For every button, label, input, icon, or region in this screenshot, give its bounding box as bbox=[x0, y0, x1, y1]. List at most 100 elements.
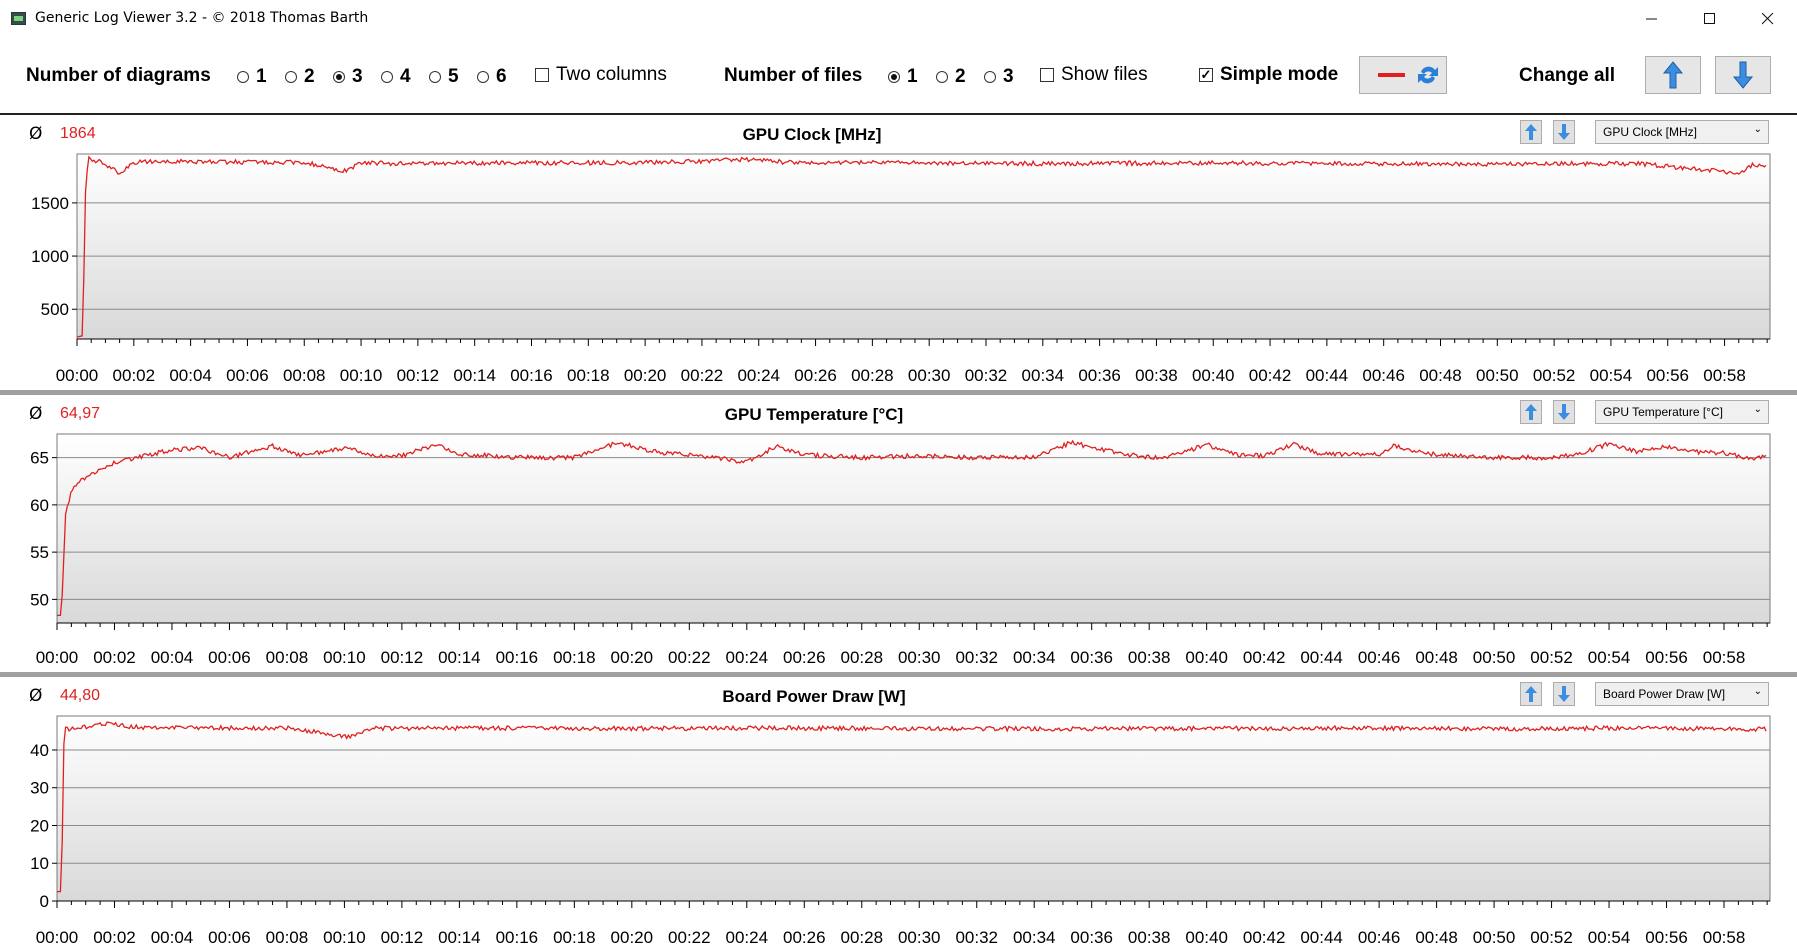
files-radio-1[interactable]: 1 bbox=[888, 66, 918, 88]
x-tick-label: 00:50 bbox=[1473, 648, 1516, 667]
x-tick-label: 00:52 bbox=[1530, 648, 1573, 667]
x-tick-label: 00:34 bbox=[1013, 648, 1056, 667]
number-of-files-label: Number of files bbox=[724, 65, 863, 86]
x-tick-label: 00:54 bbox=[1590, 366, 1633, 385]
series-selector[interactable]: GPU Clock [MHz] ⌄ bbox=[1595, 120, 1769, 144]
x-tick-label: 00:58 bbox=[1703, 928, 1746, 947]
x-tick-label: 00:18 bbox=[567, 366, 610, 385]
panel-up-button[interactable] bbox=[1520, 682, 1542, 706]
series-selector[interactable]: GPU Temperature [°C] ⌄ bbox=[1595, 400, 1769, 424]
minimize-icon bbox=[1646, 18, 1657, 20]
x-tick-label: 00:08 bbox=[283, 366, 326, 385]
y-tick-label: 10 bbox=[30, 854, 49, 873]
chart-gpu-clock: 500 1000 1500 00:00 00:02 00:04 00:06 00:08 00:1… bbox=[31, 153, 1771, 385]
panel-divider[interactable] bbox=[0, 390, 1797, 395]
diagrams-radio-5[interactable]: 5 bbox=[429, 66, 459, 88]
x-tick-label: 00:58 bbox=[1703, 648, 1746, 667]
x-tick-label: 00:00 bbox=[36, 928, 79, 947]
x-tick-label: 00:58 bbox=[1703, 366, 1746, 385]
x-tick-label: 00:24 bbox=[726, 648, 769, 667]
panel-down-button[interactable] bbox=[1553, 400, 1575, 424]
x-tick-label: 00:32 bbox=[955, 928, 998, 947]
arrow-down-icon bbox=[1558, 686, 1570, 702]
x-tick-label: 00:08 bbox=[266, 928, 309, 947]
chart-board-power: 0 10 20 30 40 00:00 00:02 00:04 00:06 00:08 00:10 0… bbox=[30, 715, 1771, 947]
change-all-label: Change all bbox=[1519, 65, 1616, 86]
x-tick-label: 00:24 bbox=[726, 928, 769, 947]
x-tick-label: 00:34 bbox=[1013, 928, 1056, 947]
diagrams-radio-6[interactable]: 6 bbox=[477, 66, 507, 88]
plot-area bbox=[56, 433, 1771, 624]
x-tick-label: 00:06 bbox=[208, 648, 251, 667]
series-line bbox=[57, 721, 1767, 893]
close-button[interactable] bbox=[1739, 0, 1797, 38]
x-tick-label: 00:14 bbox=[438, 648, 481, 667]
close-icon bbox=[1762, 13, 1774, 25]
panel-divider[interactable] bbox=[0, 672, 1797, 677]
panel-title: GPU Clock [MHz] bbox=[742, 125, 882, 144]
refresh-icon bbox=[1378, 66, 1438, 84]
diagrams-radio-4[interactable]: 4 bbox=[381, 66, 411, 88]
x-tick-label: 00:26 bbox=[794, 366, 837, 385]
x-tick-label: 00:04 bbox=[151, 648, 194, 667]
x-tick-label: 00:42 bbox=[1249, 366, 1292, 385]
maximize-button[interactable] bbox=[1681, 0, 1739, 38]
x-tick-label: 00:54 bbox=[1588, 928, 1631, 947]
x-tick-label: 00:50 bbox=[1473, 928, 1516, 947]
x-tick-label: 00:56 bbox=[1646, 366, 1689, 385]
number-of-diagrams-label: Number of diagrams bbox=[26, 65, 211, 86]
average-value: 44,80 bbox=[60, 687, 101, 704]
arrow-up-icon bbox=[1525, 124, 1537, 140]
y-tick-label: 50 bbox=[30, 590, 49, 609]
chevron-down-icon: ⌄ bbox=[1753, 404, 1762, 415]
x-tick-label: 00:36 bbox=[1070, 648, 1113, 667]
series-selector[interactable]: Board Power Draw [W] ⌄ bbox=[1595, 682, 1769, 706]
x-tick-label: 00:10 bbox=[340, 366, 383, 385]
plot-area bbox=[56, 715, 1771, 902]
y-tick-label: 20 bbox=[30, 816, 49, 835]
x-tick-label: 00:48 bbox=[1415, 928, 1458, 947]
x-tick-label: 00:16 bbox=[496, 928, 539, 947]
files-radio-2[interactable]: 2 bbox=[936, 66, 966, 88]
x-tick-label: 00:40 bbox=[1185, 648, 1228, 667]
x-tick-label: 00:30 bbox=[908, 366, 951, 385]
x-tick-label: 00:34 bbox=[1022, 366, 1065, 385]
show-files-checkbox[interactable]: Show files bbox=[1040, 64, 1148, 86]
arrow-down-icon bbox=[1558, 124, 1570, 140]
panel-down-button[interactable] bbox=[1553, 120, 1575, 144]
plot-area bbox=[76, 153, 1771, 340]
files-radio-3[interactable]: 3 bbox=[984, 66, 1014, 88]
x-tick-label: 00:14 bbox=[453, 366, 496, 385]
diagrams-radio-2[interactable]: 2 bbox=[285, 66, 315, 88]
x-tick-label: 00:22 bbox=[668, 928, 711, 947]
y-tick-label: 55 bbox=[30, 543, 49, 562]
change-all-down-button[interactable] bbox=[1715, 56, 1771, 94]
x-tick-label: 00:48 bbox=[1415, 648, 1458, 667]
chevron-down-icon: ⌄ bbox=[1753, 124, 1762, 135]
x-tick-label: 00:48 bbox=[1419, 366, 1462, 385]
chevron-down-icon: ⌄ bbox=[1753, 686, 1762, 697]
minimize-button[interactable] bbox=[1623, 0, 1681, 38]
simple-mode-checkbox[interactable]: ✓ Simple mode bbox=[1199, 64, 1339, 85]
panel-up-button[interactable] bbox=[1520, 120, 1542, 144]
x-tick-label: 00:04 bbox=[169, 366, 212, 385]
x-tick-label: 00:06 bbox=[226, 366, 269, 385]
y-tick-label: 30 bbox=[30, 779, 49, 798]
x-tick-label: 00:40 bbox=[1192, 366, 1235, 385]
line-style-button[interactable] bbox=[1359, 56, 1447, 94]
x-tick-label: 00:00 bbox=[56, 366, 99, 385]
change-all-up-button[interactable] bbox=[1645, 56, 1701, 94]
x-tick-label: 00:22 bbox=[681, 366, 724, 385]
diagrams-radio-3[interactable]: 3 bbox=[333, 66, 363, 88]
x-tick-label: 00:26 bbox=[783, 648, 826, 667]
x-tick-label: 00:42 bbox=[1243, 928, 1286, 947]
diagrams-radio-1[interactable]: 1 bbox=[237, 66, 267, 88]
x-tick-label: 00:20 bbox=[611, 928, 654, 947]
maximize-icon bbox=[1704, 13, 1715, 24]
x-tick-label: 00:12 bbox=[381, 648, 424, 667]
two-columns-checkbox[interactable]: Two columns bbox=[535, 64, 667, 86]
panel-up-button[interactable] bbox=[1520, 400, 1542, 424]
panel-down-button[interactable] bbox=[1553, 682, 1575, 706]
y-tick-label: 1500 bbox=[31, 194, 69, 213]
x-tick-label: 00:42 bbox=[1243, 648, 1286, 667]
